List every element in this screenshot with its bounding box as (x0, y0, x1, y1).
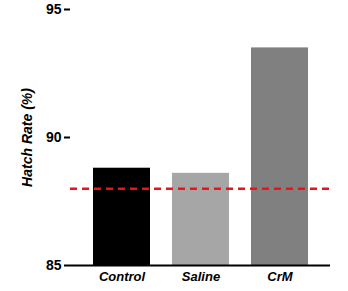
svg-text:CrM: CrM (267, 269, 293, 284)
svg-text:85: 85 (46, 257, 62, 273)
svg-text:Control: Control (99, 269, 146, 284)
svg-text:Saline: Saline (182, 269, 220, 284)
svg-text:90: 90 (46, 129, 62, 145)
svg-text:95: 95 (46, 1, 62, 17)
svg-text:Hatch Rate (%): Hatch Rate (%) (19, 88, 35, 187)
